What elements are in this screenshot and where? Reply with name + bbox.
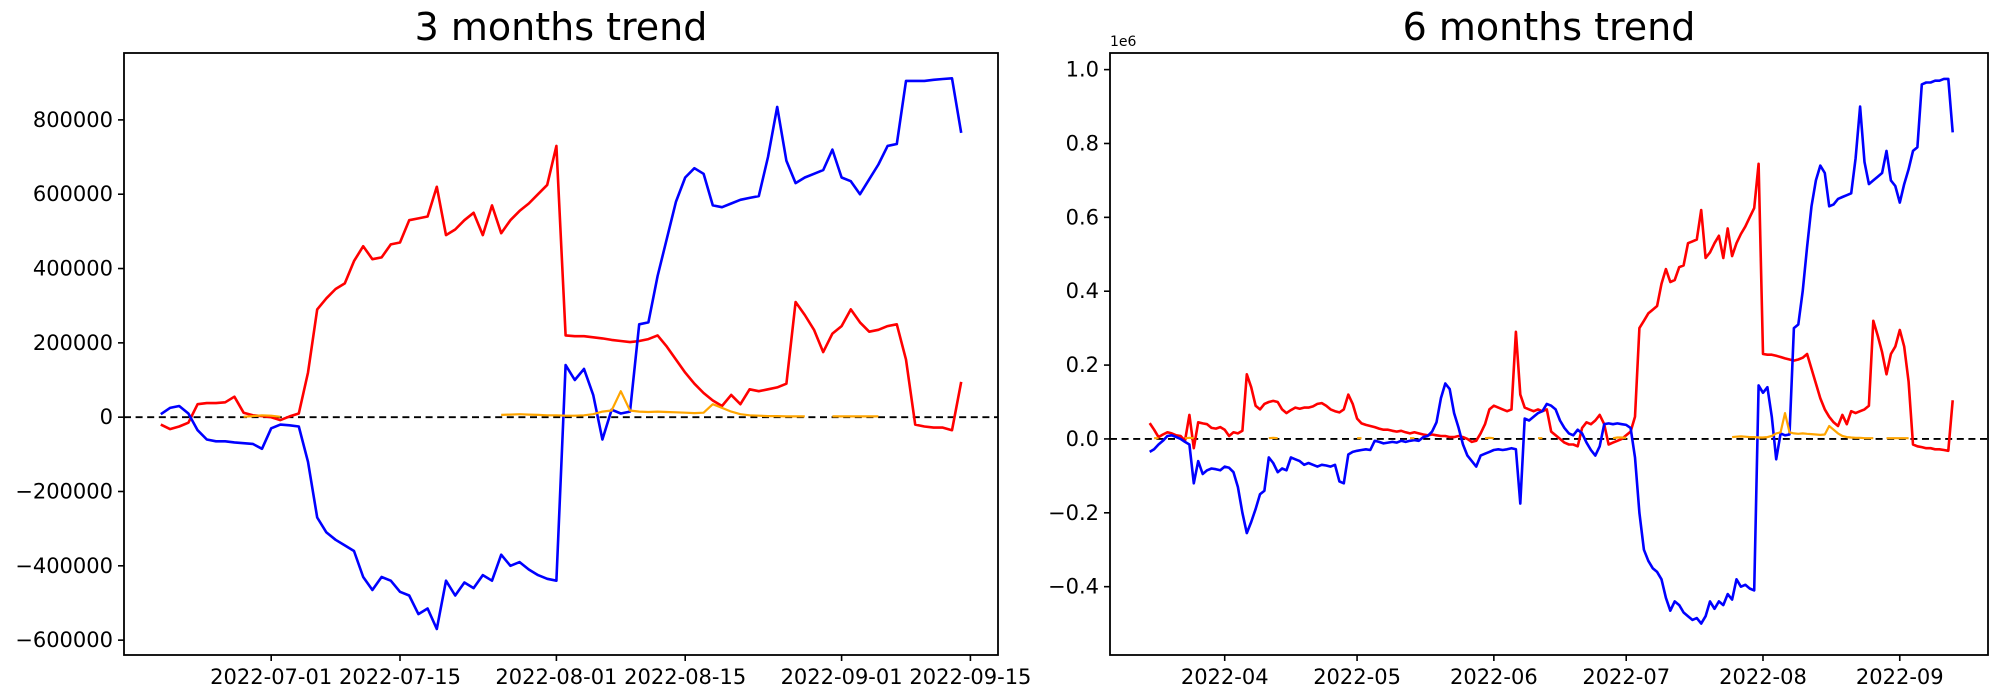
chart-1: 2022-04 2022-05 2022-06 2022-07 2022-08 2022-… [1048, 34, 1989, 689]
x-tick-label: 2022-04 [1181, 665, 1269, 689]
blue-series-line [1149, 77, 1954, 625]
orange-series-line [243, 390, 879, 418]
y-tick-label: 200000 [33, 331, 113, 355]
y-tick-label: 600000 [33, 182, 113, 206]
blue-series-line [160, 77, 963, 631]
x-tick-label: 2022-07-15 [339, 665, 461, 689]
y-tick-label: −200000 [15, 479, 113, 503]
y-tick-label: 800000 [33, 108, 113, 132]
y-tick-label: 0.4 [1066, 279, 1099, 303]
orange-series-line [1154, 412, 1909, 440]
x-tick-label: 2022-07-01 [210, 665, 332, 689]
chart-title-3-months: 3 months trend [414, 5, 708, 49]
y-tick-label: −0.2 [1048, 501, 1099, 525]
y-tick-label: −0.4 [1048, 575, 1099, 599]
y-tick-label: 400000 [33, 257, 113, 281]
x-tick-label: 2022-05 [1313, 665, 1401, 689]
y-axis: −0.4 −0.2 0.0 0.2 0.4 0.6 0.8 1.0 [1048, 58, 1110, 599]
y-axis: −600000 −400000 −200000 0 200000 400000 600000… [15, 108, 124, 652]
x-tick-label: 2022-09 [1856, 665, 1944, 689]
y-tick-label: 1.0 [1066, 58, 1099, 82]
chart-0: 2022-07-01 2022-07-15 2022-08-01 2022-08-15… [15, 52, 1031, 689]
red-series-line [1148, 162, 1954, 453]
x-axis: 2022-04 2022-05 2022-06 2022-07 2022-08 2022-… [1181, 655, 1944, 689]
x-tick-label: 2022-08-15 [624, 665, 746, 689]
chart-title-6-months: 6 months trend [1402, 5, 1696, 49]
axes-spines [1109, 52, 1989, 656]
x-tick-label: 2022-08-01 [495, 665, 617, 689]
y-tick-label: 0.0 [1066, 427, 1099, 451]
y-tick-label: −400000 [15, 554, 113, 578]
y-tick-label: −600000 [15, 628, 113, 652]
x-tick-label: 2022-07 [1582, 665, 1670, 689]
x-tick-label: 2022-08 [1719, 665, 1807, 689]
x-tick-label: 2022-09-01 [781, 665, 903, 689]
y-axis-offset-label: 1e6 [1110, 34, 1137, 50]
axes-spines [123, 52, 999, 656]
y-tick-label: 0 [100, 405, 113, 429]
y-tick-label: 0.2 [1066, 353, 1099, 377]
x-tick-label: 2022-09-15 [909, 665, 1031, 689]
x-axis: 2022-07-01 2022-07-15 2022-08-01 2022-08-15… [210, 655, 1031, 689]
red-series-line [160, 144, 963, 432]
y-tick-label: 0.8 [1066, 131, 1099, 155]
y-tick-label: 0.6 [1066, 205, 1099, 229]
x-tick-label: 2022-06 [1450, 665, 1538, 689]
